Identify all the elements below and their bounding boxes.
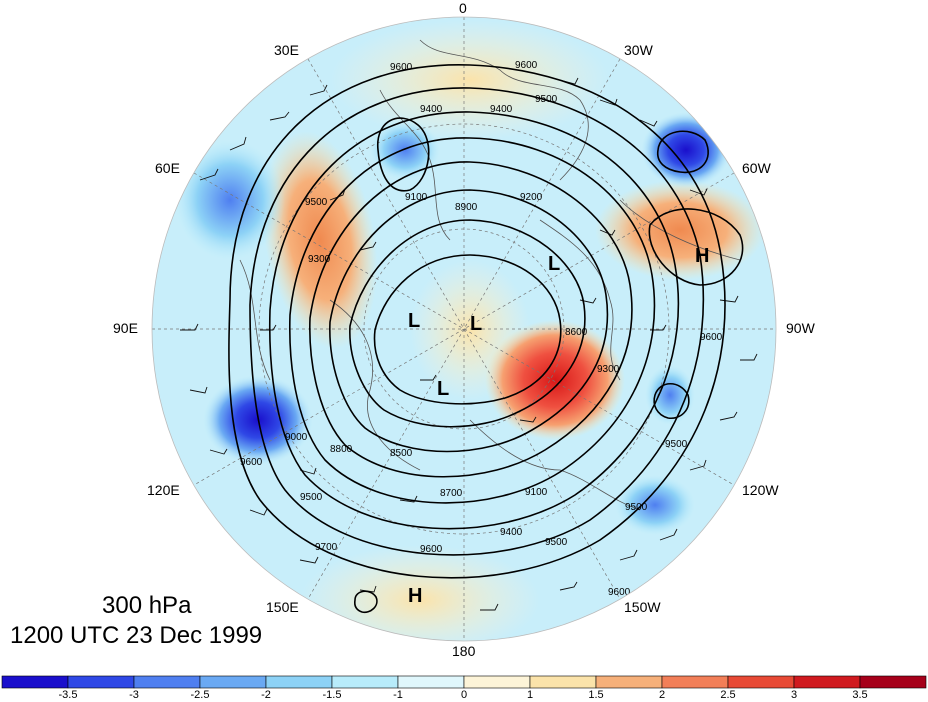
contour-label: 8500 — [390, 448, 413, 459]
contour-labels: 9600 9600 9400 9400 9500 9500 9300 9200 … — [240, 60, 723, 598]
colorbar-swatch — [133, 675, 201, 689]
warm-region-top — [330, 20, 610, 140]
shaded-anomaly-field: 9600 9600 9400 9400 9500 9500 9300 9200 … — [152, 17, 776, 641]
lon-label-120w: 120W — [742, 482, 779, 498]
contour-label: 9400 — [490, 104, 513, 115]
lon-label-30w: 30W — [624, 42, 653, 58]
contour-label: 9600 — [608, 587, 631, 598]
pressure-centers: H H L L L L — [408, 245, 709, 607]
colorbar-tick-label: -2 — [261, 689, 271, 701]
contour-label: 9600 — [515, 60, 538, 71]
colorbar-swatch — [859, 675, 927, 689]
lon-label-60e: 60E — [155, 160, 180, 176]
colorbar-swatch — [397, 675, 465, 689]
map-boundary — [151, 16, 777, 642]
contour-label: 9300 — [308, 254, 331, 265]
lon-label-120e: 120E — [147, 482, 180, 498]
colorbar-swatch — [661, 675, 729, 689]
contour-label: 9500 — [665, 439, 688, 450]
colorbar-swatch — [727, 675, 795, 689]
colorbar-swatch — [529, 675, 597, 689]
cold-anomaly-se — [615, 475, 695, 535]
contour-label: 9500 — [625, 502, 648, 513]
colorbar-tick-label: 2.5 — [720, 689, 736, 701]
colorbar-swatch — [595, 675, 663, 689]
high-center-label: H — [408, 585, 422, 607]
lon-label-150w: 150W — [624, 599, 661, 615]
contour-label: 8800 — [330, 444, 353, 455]
colorbar-tick-label: -3.5 — [58, 689, 78, 701]
colorbar-tick-label: -1.5 — [322, 689, 342, 701]
wind-barbs — [180, 77, 758, 611]
colorbar-tick-label: -2.5 — [190, 689, 210, 701]
contour-label: 8600 — [565, 327, 588, 338]
contour-label: 9600 — [700, 332, 723, 343]
contour-label: 9100 — [525, 487, 548, 498]
contour-label: 9400 — [500, 527, 523, 538]
colorbar-swatch — [199, 675, 267, 689]
contour-label: 8900 — [455, 202, 478, 213]
lon-label-90w: 90W — [786, 320, 815, 336]
colorbar-swatch — [331, 675, 399, 689]
strong-warm-anomaly — [485, 320, 625, 440]
colorbar-swatch — [265, 675, 333, 689]
colorbar-tick-label: -3 — [129, 689, 139, 701]
low-center-label: L — [408, 310, 420, 332]
colorbar-tick-label: 3 — [790, 689, 798, 701]
colorbar-swatch — [1, 675, 69, 689]
low-center-label: L — [470, 313, 482, 335]
pressure-level-title: 300 hPa — [102, 592, 192, 619]
colorbar-tick-label: 0 — [460, 689, 468, 701]
lon-label-0: 0 — [459, 0, 467, 16]
colorbar-tick-label: 1.5 — [588, 689, 604, 701]
lon-label-90e: 90E — [113, 320, 138, 336]
colorbar-swatch — [793, 675, 861, 689]
colorbar — [1, 675, 927, 689]
contour-label: 9500 — [545, 537, 568, 548]
colorbar-tick-label: 3.5 — [852, 689, 868, 701]
colorbar-tick-label: 2 — [658, 689, 666, 701]
lon-label-60w: 60W — [742, 160, 771, 176]
colorbar-swatch — [67, 675, 135, 689]
colorbar-swatch — [463, 675, 531, 689]
valid-time-title: 1200 UTC 23 Dec 1999 — [10, 622, 263, 649]
contour-label: 9200 — [520, 192, 543, 203]
contour-label: 9700 — [315, 542, 338, 553]
contour-label: 8700 — [440, 488, 463, 499]
cold-anomaly-north — [370, 120, 440, 180]
low-center-label: L — [437, 378, 449, 400]
contour-label: 9600 — [420, 544, 443, 555]
coastlines — [239, 39, 741, 511]
contour-label: 9500 — [300, 492, 323, 503]
contour-label: 9600 — [390, 62, 413, 73]
contour-label: 9000 — [285, 432, 308, 443]
lon-label-150e: 150E — [266, 599, 299, 615]
contour-label: 9400 — [420, 104, 443, 115]
strong-cold-anomaly-ne — [641, 112, 731, 188]
contour-label: 9600 — [240, 457, 263, 468]
cold-anomaly-west — [175, 140, 285, 260]
high-center-label: H — [695, 245, 709, 267]
contour-label: 9500 — [305, 197, 328, 208]
colorbar-tick-label: -1 — [393, 689, 403, 701]
contour-label: 9100 — [405, 192, 428, 203]
lon-label-30e: 30E — [274, 42, 299, 58]
colorbar-tick-label: 1 — [526, 689, 534, 701]
lon-label-180: 180 — [452, 643, 476, 659]
low-center-label: L — [548, 253, 560, 275]
warm-region-east — [595, 180, 765, 280]
height-contours — [228, 64, 744, 614]
contour-label: 9300 — [597, 364, 620, 375]
contour-label: 9500 — [535, 94, 558, 105]
